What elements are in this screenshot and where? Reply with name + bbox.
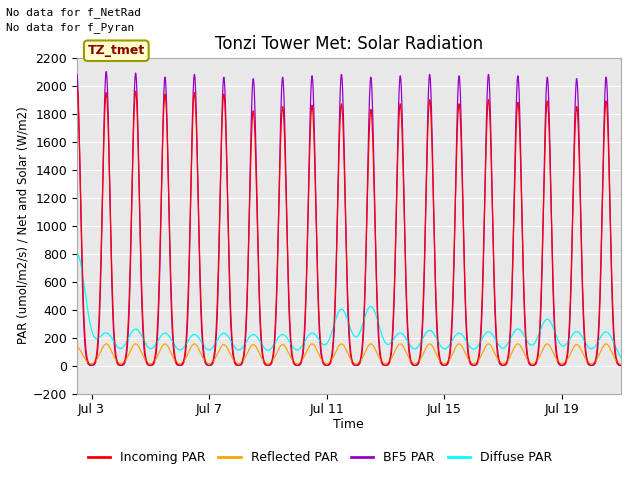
Text: No data for f_NetRad: No data for f_NetRad: [6, 7, 141, 18]
Text: TZ_tmet: TZ_tmet: [88, 44, 145, 57]
Text: No data for f_Pyran: No data for f_Pyran: [6, 22, 134, 33]
X-axis label: Time: Time: [333, 418, 364, 431]
Y-axis label: PAR (umol/m2/s) / Net and Solar (W/m2): PAR (umol/m2/s) / Net and Solar (W/m2): [17, 107, 30, 345]
Title: Tonzi Tower Met: Solar Radiation: Tonzi Tower Met: Solar Radiation: [215, 35, 483, 53]
Legend: Incoming PAR, Reflected PAR, BF5 PAR, Diffuse PAR: Incoming PAR, Reflected PAR, BF5 PAR, Di…: [83, 446, 557, 469]
